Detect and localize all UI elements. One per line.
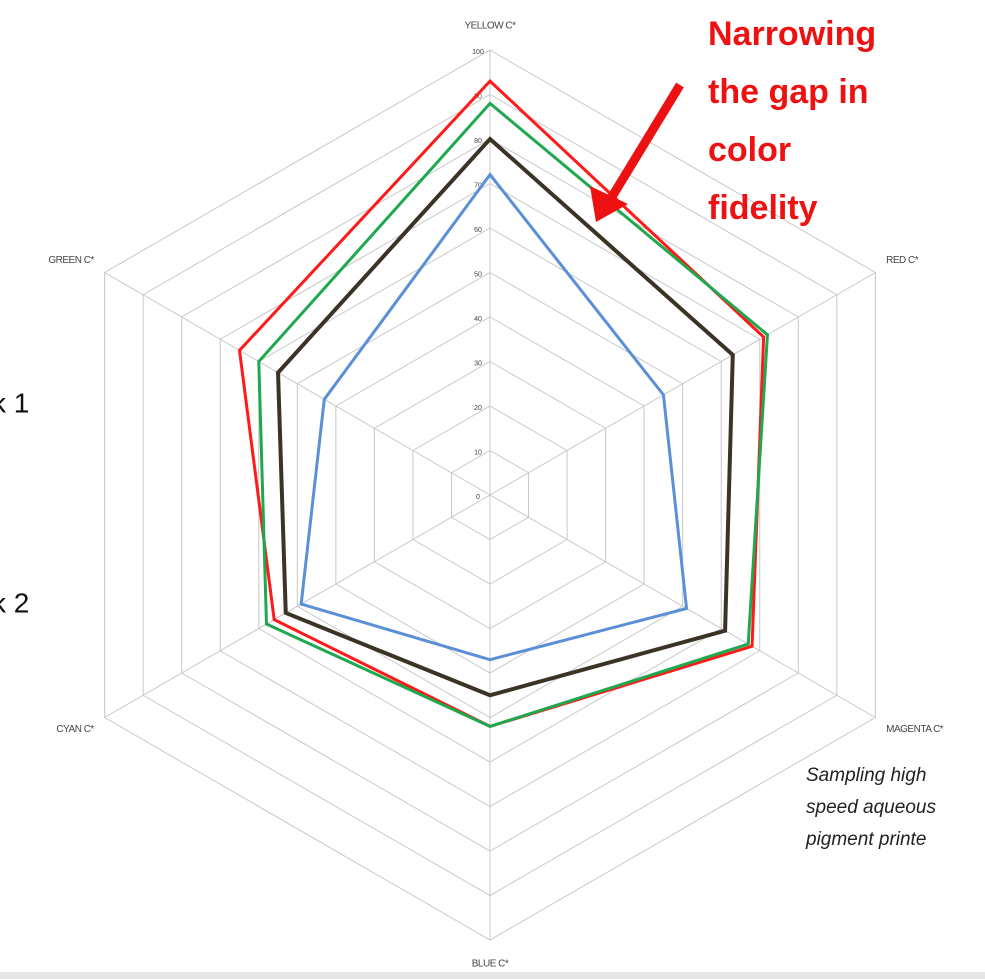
axis-label: CYAN C* (56, 724, 94, 735)
y-tick-label: 50 (474, 271, 482, 278)
y-tick-label: 0 (476, 494, 480, 501)
y-tick-label: 70 (474, 182, 482, 189)
y-tick-label: 90 (474, 93, 482, 100)
y-tick-label: 100 (472, 49, 484, 56)
series-line (299, 172, 689, 662)
caption: pigment printe (805, 829, 926, 850)
annotation: Narrowing (708, 15, 876, 53)
spoke (104, 494, 491, 718)
y-tick-label: 30 (474, 360, 482, 367)
annotation: the gap in (708, 73, 869, 111)
y-tick-label: 60 (474, 227, 482, 234)
caption: speed aqueous (806, 797, 936, 818)
spoke (104, 272, 491, 496)
annotation: color (708, 131, 791, 169)
arrow-head (590, 186, 628, 222)
y-tick-label: 80 (474, 138, 482, 145)
legend-fragment: k 2 (0, 587, 29, 618)
spoke (489, 272, 876, 496)
arrow-shaft (606, 82, 684, 203)
caption: Sampling high (806, 765, 926, 786)
axis-label: GREEN C* (48, 255, 94, 266)
axis-label: BLUE C* (472, 959, 509, 970)
y-tick-label: 20 (474, 405, 482, 412)
y-tick-label: 10 (474, 449, 482, 456)
series-line (276, 136, 735, 698)
spoke (489, 494, 876, 718)
axis-label: RED C* (886, 255, 919, 266)
series-line (257, 101, 770, 729)
legend-fragment: k 1 (0, 387, 29, 418)
y-tick-label: 40 (474, 316, 482, 323)
series-line (237, 79, 766, 729)
axis-label: MAGENTA C* (886, 724, 944, 735)
series (237, 79, 770, 729)
bottom-bar (0, 972, 985, 979)
grid: 0 10 20 30 40 50 60 70 80 90 100 (104, 49, 876, 941)
annotation: fidelity (708, 189, 818, 227)
axis-label: YELLOW C* (464, 21, 516, 32)
